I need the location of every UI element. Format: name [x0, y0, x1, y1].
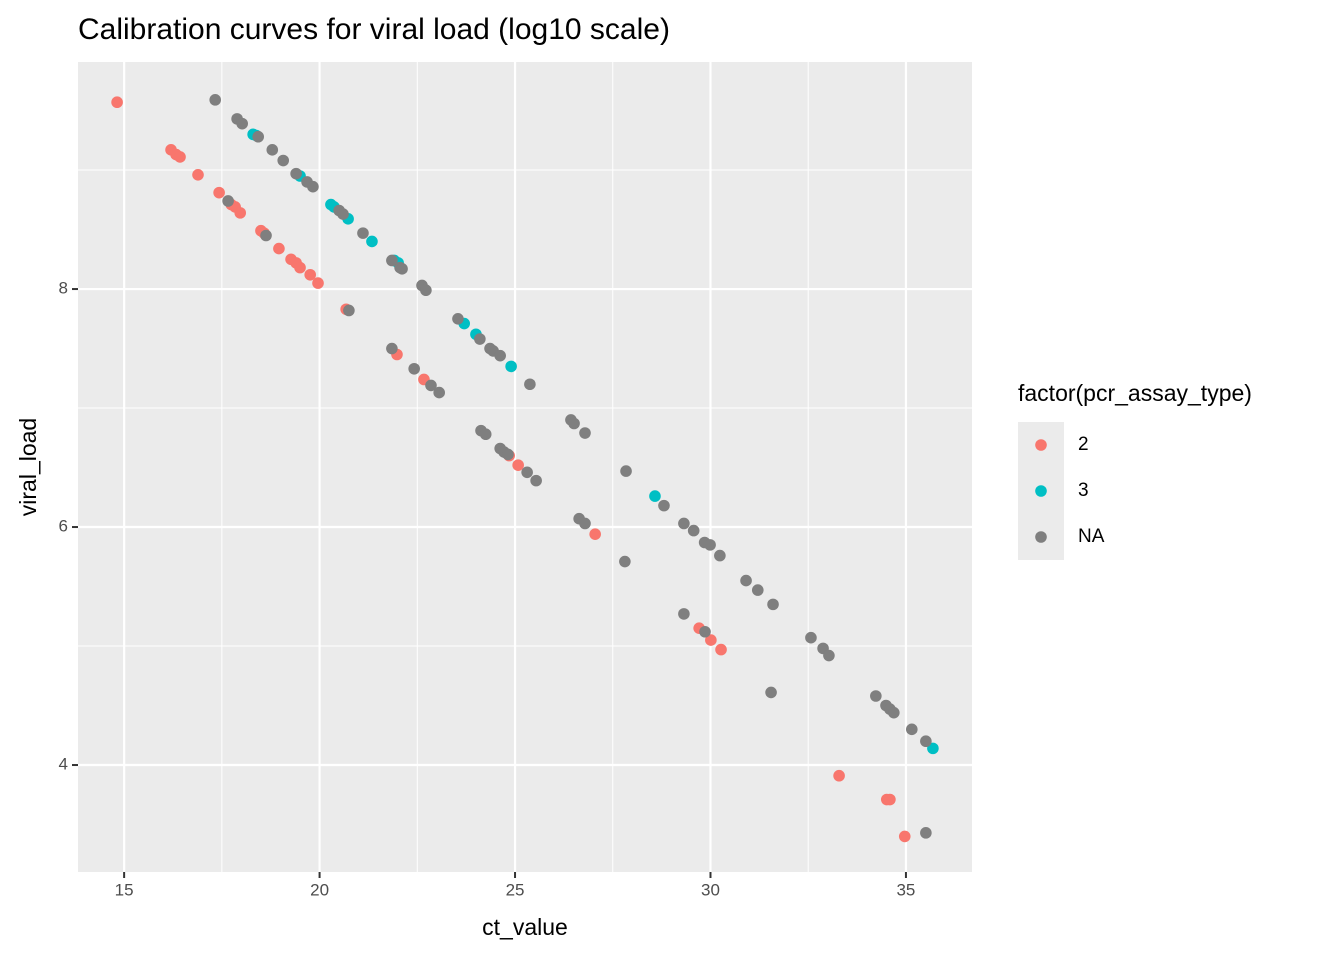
y-tick-label: 8 — [59, 279, 68, 298]
point — [502, 448, 514, 461]
legend-marker — [1035, 531, 1047, 543]
point — [888, 706, 900, 719]
point — [222, 195, 234, 207]
point — [740, 574, 752, 587]
point — [192, 169, 204, 181]
point — [277, 154, 290, 167]
point — [386, 342, 398, 355]
x-tick-label: 30 — [701, 880, 720, 899]
point — [174, 151, 186, 163]
point — [579, 517, 591, 530]
point — [678, 608, 690, 620]
point — [530, 474, 542, 487]
point — [715, 643, 727, 656]
point — [290, 167, 302, 180]
point — [307, 180, 319, 193]
point — [433, 386, 445, 399]
point — [767, 598, 779, 611]
point — [260, 229, 272, 242]
x-tick-label: 20 — [310, 880, 329, 899]
point — [705, 634, 717, 646]
point — [524, 378, 536, 391]
point — [209, 94, 222, 106]
point — [425, 379, 437, 392]
legend-title: factor(pcr_assay_type) — [1018, 380, 1252, 406]
point — [512, 459, 524, 471]
point — [898, 830, 911, 843]
y-axis-label: viral_load — [15, 418, 41, 516]
point — [420, 284, 432, 297]
point — [312, 277, 324, 289]
x-tick-label: 25 — [506, 880, 525, 899]
point — [479, 428, 492, 441]
point — [579, 427, 591, 439]
point — [234, 207, 247, 219]
point — [589, 528, 601, 540]
point — [714, 549, 726, 562]
x-axis-label: ct_value — [482, 914, 568, 940]
point — [294, 261, 306, 274]
point — [906, 723, 918, 736]
x-tick-label: 35 — [896, 880, 915, 899]
point — [649, 490, 661, 502]
point — [833, 769, 845, 782]
point — [366, 235, 378, 248]
point — [699, 625, 711, 638]
point — [304, 268, 316, 281]
point — [337, 208, 349, 220]
point — [927, 742, 939, 755]
point — [687, 524, 700, 537]
legend: 2 3 NA — [1018, 422, 1105, 560]
point — [823, 649, 835, 662]
legend-marker — [1035, 485, 1047, 497]
point — [111, 96, 123, 109]
points — [111, 94, 939, 843]
point — [765, 686, 777, 699]
y-tick-label: 4 — [59, 755, 68, 774]
point — [751, 584, 764, 596]
legend-label: NA — [1078, 526, 1105, 547]
x-tick-label: 15 — [115, 880, 134, 899]
point — [386, 254, 398, 267]
point — [474, 333, 486, 345]
point — [920, 827, 932, 839]
point — [884, 793, 896, 806]
chart-title: Calibration curves for viral load (log10… — [78, 13, 670, 46]
legend-marker — [1035, 439, 1047, 451]
point — [408, 362, 420, 375]
point — [236, 117, 248, 130]
y-tick-label: 6 — [59, 517, 68, 536]
point — [805, 631, 817, 644]
point — [252, 130, 265, 143]
point — [521, 466, 533, 479]
point — [920, 735, 932, 748]
point — [620, 465, 632, 477]
point — [396, 263, 408, 275]
point — [273, 242, 285, 255]
point — [870, 690, 882, 702]
point — [452, 312, 464, 325]
point — [505, 360, 517, 373]
point — [494, 349, 506, 362]
point — [357, 227, 369, 239]
point — [619, 555, 631, 568]
point — [343, 304, 355, 317]
point — [704, 539, 716, 551]
point — [568, 417, 580, 430]
legend-label: 2 — [1078, 434, 1089, 455]
point — [658, 499, 670, 512]
point — [213, 186, 225, 199]
legend-label: 3 — [1078, 480, 1089, 501]
point — [678, 517, 690, 530]
point — [266, 144, 279, 156]
